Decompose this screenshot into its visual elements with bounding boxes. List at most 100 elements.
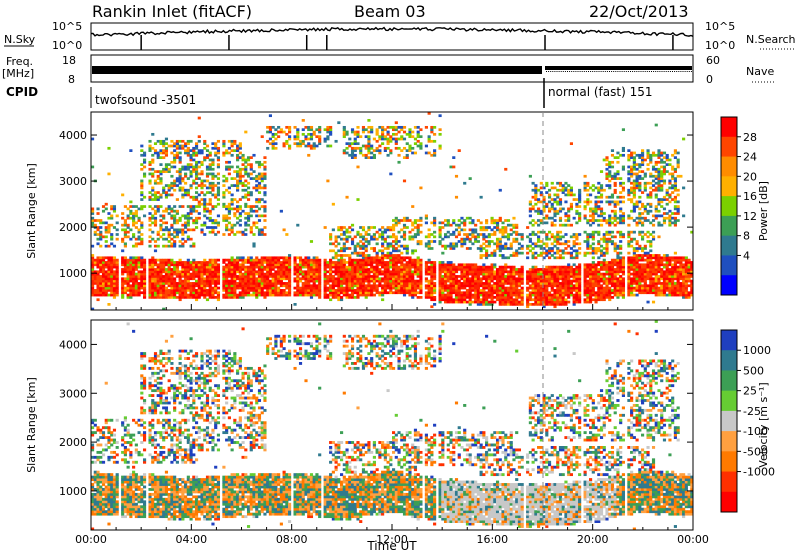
range-gate-cell	[236, 263, 240, 267]
range-gate-cell	[151, 296, 155, 299]
range-gate-cell	[257, 261, 262, 264]
range-gate-cell	[329, 235, 333, 239]
range-gate-cell	[394, 265, 398, 269]
range-gate-cell	[372, 268, 376, 271]
range-gate-cell	[175, 219, 179, 222]
range-gate-cell	[545, 216, 549, 220]
range-gate-cell	[244, 284, 248, 288]
range-gate-cell	[164, 263, 169, 267]
range-gate-cell	[452, 289, 456, 292]
range-gate-cell	[564, 300, 568, 304]
range-gate-cell	[542, 216, 546, 220]
range-gate-cell	[342, 254, 346, 257]
range-gate-cell	[411, 265, 415, 269]
range-gate-cell	[238, 263, 242, 267]
range-gate-cell	[129, 237, 133, 241]
range-gate-cell	[512, 240, 516, 243]
range-gate-cell	[230, 198, 234, 201]
range-gate-cell	[400, 284, 404, 288]
range-gate-cell	[348, 284, 352, 288]
range-gate-cell	[542, 242, 546, 246]
range-gate-cell	[433, 277, 437, 281]
range-gate-cell	[249, 275, 253, 278]
range-gate-cell	[392, 265, 396, 269]
range-gate-cell	[296, 135, 300, 139]
range-gate-cell	[142, 195, 147, 199]
range-gate-cell	[449, 298, 453, 302]
range-gate-cell	[397, 254, 401, 257]
range-gate-cell	[331, 286, 335, 290]
range-gate-cell	[296, 293, 300, 297]
range-gate-cell	[402, 256, 407, 260]
range-gate-cell	[249, 289, 253, 292]
range-gate-cell	[495, 289, 500, 292]
range-gate-cell	[142, 261, 147, 264]
range-gate-cell	[178, 167, 182, 171]
range-gate-cell	[386, 142, 390, 146]
range-gate-cell	[389, 135, 393, 139]
range-gate-cell	[186, 221, 190, 225]
range-gate-cell	[246, 277, 251, 281]
range-gate-cell	[490, 275, 494, 278]
range-gate-cell	[556, 233, 560, 236]
range-gate-cell	[490, 289, 494, 292]
range-gate-cell	[353, 282, 357, 285]
range-gate-cell	[501, 254, 505, 257]
range-gate-cell	[329, 291, 333, 295]
range-gate-cell	[487, 282, 491, 285]
range-gate-cell	[361, 270, 366, 274]
range-gate-cell	[542, 303, 546, 306]
range-gate-cell	[493, 263, 497, 267]
range-gate-cell	[153, 223, 158, 227]
range-gate-cell	[178, 277, 182, 281]
range-gate-cell	[438, 144, 442, 148]
range-gate-cell	[159, 139, 163, 143]
range-gate-cell	[534, 272, 538, 276]
range-gate-cell	[400, 289, 404, 292]
range-gate-cell	[567, 219, 571, 222]
range-gate-cell	[476, 291, 480, 295]
range-gate-cell	[408, 275, 412, 278]
range-gate-cell	[156, 237, 160, 241]
range-gate-cell	[556, 230, 560, 234]
range-gate-cell	[329, 258, 333, 262]
range-gate-cell	[591, 242, 595, 246]
range-gate-cell	[356, 286, 360, 290]
range-gate-cell	[594, 195, 598, 199]
nave-dot	[640, 71, 642, 72]
range-gate-cell	[572, 256, 576, 260]
range-gate-cell	[277, 275, 281, 278]
range-gate-cell	[186, 219, 190, 222]
range-gate-cell	[495, 282, 500, 285]
range-gate-cell	[501, 268, 505, 271]
range-gate-cell	[323, 261, 327, 264]
range-gate-cell	[93, 275, 97, 278]
range-gate-cell	[413, 293, 418, 297]
range-gate-cell	[424, 272, 428, 276]
range-gate-cell	[474, 275, 478, 278]
range-gate-cell	[452, 268, 456, 271]
range-gate-cell	[392, 247, 396, 250]
range-gate-cell	[140, 279, 144, 283]
range-gate-cell	[126, 265, 130, 269]
range-gate-cell	[463, 282, 467, 285]
range-gate-cell	[123, 223, 127, 227]
range-gate-cell	[216, 265, 221, 269]
range-gate-cell	[288, 286, 292, 290]
range-gate-cell	[411, 223, 415, 227]
range-gate-cell	[268, 256, 272, 260]
range-gate-cell	[537, 209, 541, 213]
range-gate-cell	[134, 226, 138, 229]
range-gate-cell	[490, 251, 494, 255]
range-gate-cell	[194, 165, 199, 169]
range-gate-cell	[367, 293, 371, 297]
range-gate-cell	[558, 289, 563, 292]
range-gate-cell	[173, 160, 177, 164]
range-gate-cell	[556, 195, 560, 199]
range-gate-cell	[515, 293, 519, 297]
range-gate-cell	[452, 275, 456, 278]
range-gate-cell	[315, 286, 319, 290]
range-gate-cell	[238, 270, 242, 274]
range-gate-cell	[359, 291, 363, 295]
range-gate-cell	[285, 286, 289, 290]
